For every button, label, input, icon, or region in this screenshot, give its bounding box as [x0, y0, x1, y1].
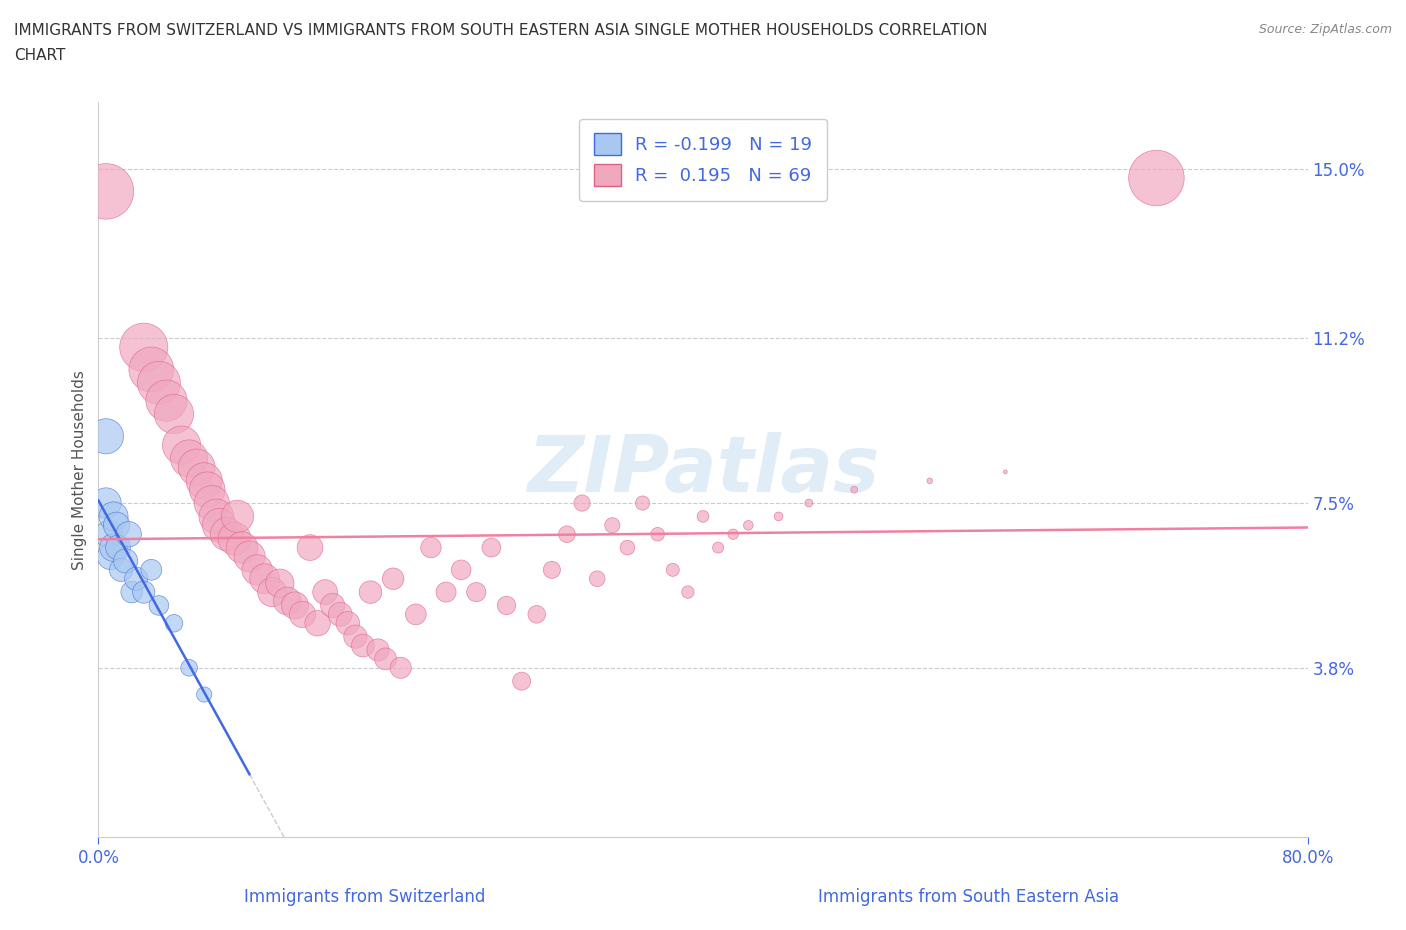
Text: CHART: CHART — [14, 48, 66, 63]
Point — [226, 509, 249, 524]
Point — [555, 526, 578, 541]
Point — [291, 607, 314, 622]
Point — [231, 540, 253, 555]
Y-axis label: Single Mother Households: Single Mother Households — [72, 370, 87, 569]
Point — [844, 483, 866, 498]
Point — [352, 638, 374, 653]
Point — [186, 460, 208, 475]
Text: ZIPatlas: ZIPatlas — [527, 432, 879, 508]
Point — [141, 362, 163, 377]
Point — [723, 526, 745, 541]
Point — [768, 509, 790, 524]
Point — [105, 518, 128, 533]
Point — [647, 526, 669, 541]
Point — [193, 687, 215, 702]
Point — [215, 526, 238, 541]
Point — [676, 585, 699, 600]
Point — [269, 576, 291, 591]
Point — [284, 598, 307, 613]
Point — [155, 393, 177, 408]
Point — [465, 585, 488, 600]
Point — [132, 339, 155, 354]
Point — [526, 607, 548, 622]
Point — [382, 571, 405, 586]
Point — [107, 540, 129, 555]
Point — [405, 607, 427, 622]
Text: Immigrants from Switzerland: Immigrants from Switzerland — [243, 888, 485, 907]
Point — [322, 598, 344, 613]
Point — [360, 585, 382, 600]
Point — [100, 549, 122, 564]
Point — [224, 531, 246, 546]
Point — [132, 585, 155, 600]
Text: Immigrants from South Eastern Asia: Immigrants from South Eastern Asia — [818, 888, 1119, 907]
Point — [540, 563, 562, 578]
Point — [797, 496, 820, 511]
Point — [918, 473, 941, 488]
Point — [450, 563, 472, 578]
Point — [434, 585, 457, 600]
Point — [125, 571, 148, 586]
Point — [103, 540, 125, 555]
Point — [98, 526, 121, 541]
Point — [616, 540, 638, 555]
Point — [179, 660, 201, 675]
Point — [389, 660, 412, 675]
Point — [148, 376, 170, 391]
Point — [631, 496, 654, 511]
Point — [94, 429, 117, 444]
Text: Source: ZipAtlas.com: Source: ZipAtlas.com — [1258, 23, 1392, 36]
Point — [179, 451, 201, 466]
Point — [307, 616, 329, 631]
Point — [201, 496, 224, 511]
Point — [208, 518, 231, 533]
Point — [481, 540, 503, 555]
Point — [253, 571, 276, 586]
Point — [495, 598, 517, 613]
Point — [163, 406, 186, 421]
Point — [367, 643, 389, 658]
Point — [602, 518, 624, 533]
Point — [737, 518, 759, 533]
Point — [262, 585, 284, 600]
Point — [170, 438, 193, 453]
Point — [994, 464, 1017, 479]
Point — [586, 571, 609, 586]
Point — [205, 509, 228, 524]
Point — [163, 616, 186, 631]
Point — [1144, 170, 1167, 185]
Point — [374, 651, 396, 666]
Point — [94, 184, 117, 199]
Point — [141, 563, 163, 578]
Text: IMMIGRANTS FROM SWITZERLAND VS IMMIGRANTS FROM SOUTH EASTERN ASIA SINGLE MOTHER : IMMIGRANTS FROM SWITZERLAND VS IMMIGRANT… — [14, 23, 987, 38]
Point — [692, 509, 714, 524]
Point — [571, 496, 593, 511]
Point — [148, 598, 170, 613]
Point — [239, 549, 262, 564]
Point — [103, 509, 125, 524]
Point — [510, 673, 533, 688]
Point — [707, 540, 730, 555]
Point — [344, 630, 367, 644]
Point — [94, 496, 117, 511]
Point — [121, 585, 143, 600]
Point — [195, 483, 218, 498]
Point — [110, 563, 132, 578]
Point — [420, 540, 443, 555]
Point — [299, 540, 322, 555]
Point — [193, 473, 215, 488]
Point — [314, 585, 336, 600]
Legend: R = -0.199   N = 19, R =  0.195   N = 69: R = -0.199 N = 19, R = 0.195 N = 69 — [579, 119, 827, 201]
Point — [114, 553, 136, 568]
Point — [276, 593, 298, 608]
Point — [118, 526, 141, 541]
Point — [246, 563, 269, 578]
Point — [336, 616, 359, 631]
Point — [661, 563, 683, 578]
Point — [329, 607, 352, 622]
